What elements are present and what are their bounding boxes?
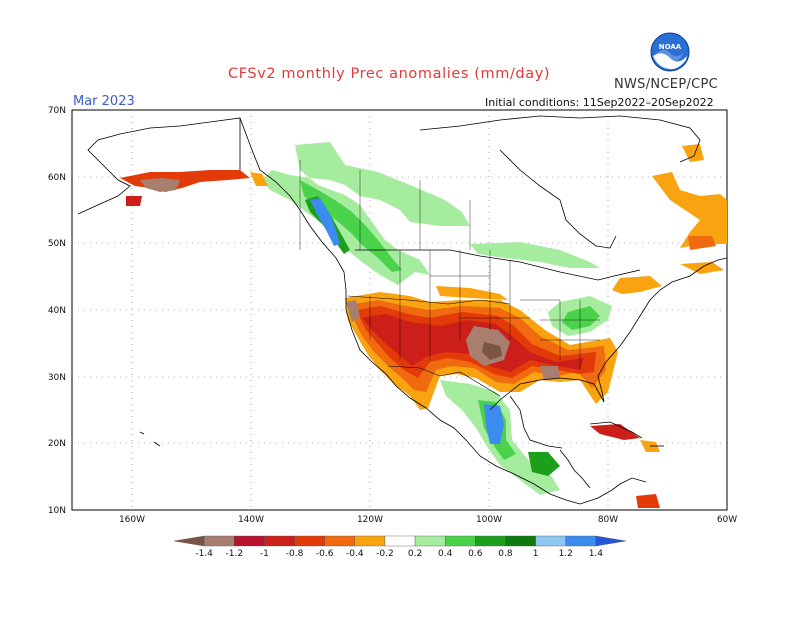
forecast-month: Mar 2023 xyxy=(73,94,135,109)
colorbar-swatch xyxy=(595,535,627,547)
wet-anomaly-great-lakes xyxy=(470,242,600,268)
colorbar-label: 0.2 xyxy=(408,549,422,559)
colorbar-label: -0.4 xyxy=(346,549,364,559)
wet-anomaly-mexico-blue xyxy=(484,404,504,444)
colorbar-swatch xyxy=(354,535,386,547)
colorbar-swatch xyxy=(324,535,355,547)
dry-anomaly-brown-core xyxy=(482,342,502,360)
lat-label: 20N xyxy=(48,439,66,449)
lon-label: 160W xyxy=(119,515,145,525)
colorbar-label: -0.6 xyxy=(316,549,334,559)
dry-anomaly-labrador-mid xyxy=(688,236,716,250)
colorbar-swatch xyxy=(264,535,295,547)
colorbar-swatch xyxy=(414,535,446,547)
lon-label: 100W xyxy=(476,515,502,525)
agency-label: NWS/NCEP/CPC xyxy=(614,77,719,92)
colorbar-label: -0.8 xyxy=(286,549,304,559)
anomaly-fields xyxy=(120,142,727,508)
dry-anomaly-brown-gulf xyxy=(540,366,560,380)
colorbar-swatch xyxy=(505,535,536,547)
political-borders xyxy=(299,160,600,370)
colorbar-swatch xyxy=(535,535,566,547)
colorbar-swatch xyxy=(384,535,416,547)
dry-anomaly-alaska-pen xyxy=(126,196,142,206)
colorbar: -1.4 -1.2 -1 -0.8 -0.6 -0.4 -0.2 0.2 0.4 0.6 0.8 1 1… xyxy=(173,535,627,559)
colorbar-label: -1.2 xyxy=(225,549,243,559)
dry-anomaly-greenland xyxy=(682,144,704,162)
latitude-labels: 70N 60N 50N 40N 30N 20N 10N xyxy=(48,106,66,516)
noaa-logo: NOAA xyxy=(650,32,690,72)
dry-anomaly-newfoundland xyxy=(680,262,724,274)
dry-anomaly-colombia xyxy=(636,494,660,508)
dry-anomaly-alaska-core xyxy=(140,178,180,192)
dry-anomaly-cuba xyxy=(590,424,640,440)
colorbar-swatch xyxy=(234,535,265,547)
colorbar-swatch xyxy=(294,535,325,547)
wet-anomaly-ohio-core xyxy=(562,306,600,330)
lat-label: 60N xyxy=(48,173,66,183)
colorbar-swatch xyxy=(173,535,205,547)
lon-label: 80W xyxy=(598,515,618,525)
initial-conditions: Initial conditions: 11Sep2022–20Sep2022 xyxy=(485,96,714,109)
colorbar-swatch xyxy=(445,535,476,547)
lon-label: 140W xyxy=(238,515,264,525)
colorbar-label: -1.4 xyxy=(195,549,213,559)
lon-label: 60W xyxy=(717,515,737,525)
colorbar-label: 0.6 xyxy=(468,549,483,559)
wet-anomaly-yucatan xyxy=(528,452,560,476)
colorbar-swatch xyxy=(475,535,506,547)
lat-label: 70N xyxy=(48,106,66,116)
colorbar-label: 1.2 xyxy=(559,549,573,559)
colorbar-label: -1 xyxy=(260,549,269,559)
colorbar-label: -0.2 xyxy=(376,549,394,559)
colorbar-label: 0.8 xyxy=(498,549,513,559)
colorbar-label: 0.4 xyxy=(438,549,453,559)
lat-label: 40N xyxy=(48,306,66,316)
chart-title: CFSv2 monthly Prec anomalies (mm/day) xyxy=(228,66,551,82)
dry-anomaly-maritimes xyxy=(612,276,662,294)
lat-label: 50N xyxy=(48,239,66,249)
colorbar-label: 1.4 xyxy=(589,549,604,559)
colorbar-swatch xyxy=(203,535,235,547)
dry-anomaly-brown-california xyxy=(346,300,360,322)
lat-label: 30N xyxy=(48,373,66,383)
dry-anomaly-alaska-orange xyxy=(250,172,268,186)
wet-anomaly-canada xyxy=(262,142,470,285)
coastlines xyxy=(77,115,728,505)
longitude-labels: 160W 140W 120W 100W 80W 60W xyxy=(119,515,737,525)
wet-anomaly-canada-mid xyxy=(300,180,402,272)
dry-anomaly-labrador xyxy=(652,172,727,248)
colorbar-swatch xyxy=(565,535,597,547)
colorbar-label: 1 xyxy=(533,549,539,559)
lon-label: 120W xyxy=(357,515,383,525)
noaa-logo-text: NOAA xyxy=(659,43,682,51)
wet-anomaly-coast-blue xyxy=(310,198,340,246)
lat-label: 10N xyxy=(48,506,66,516)
